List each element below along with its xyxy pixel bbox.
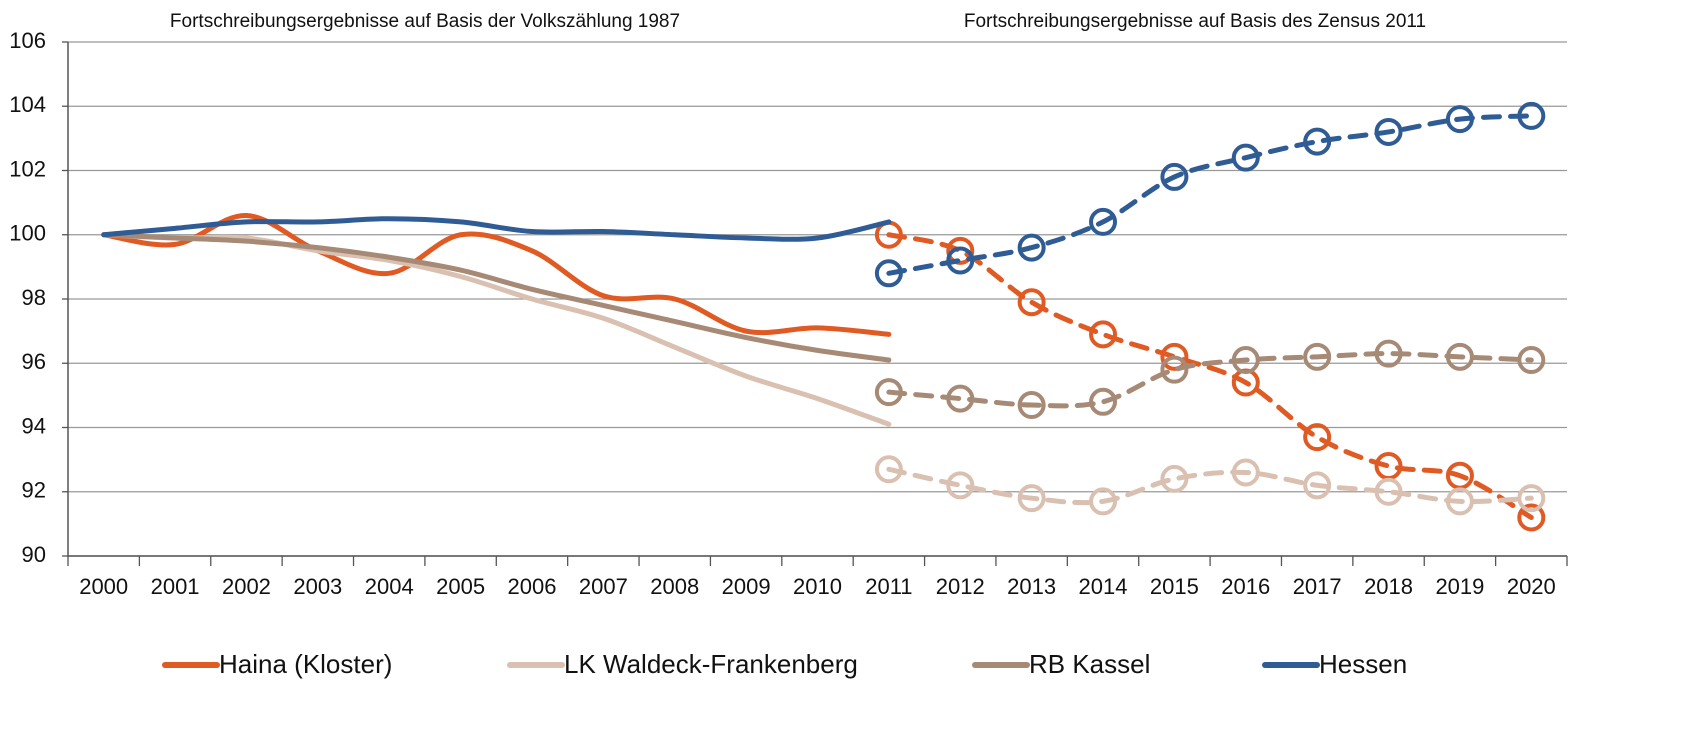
- point: [1303, 423, 1332, 452]
- point: [1089, 487, 1118, 516]
- y-tick-label: 106: [9, 28, 46, 53]
- x-tick-label: 2014: [1079, 574, 1128, 599]
- point: [946, 471, 975, 500]
- line: [101, 212, 892, 337]
- x-tick-label: 2004: [365, 574, 414, 599]
- point: [1160, 464, 1189, 493]
- y-tick-label: 98: [22, 285, 46, 310]
- x-tick-label: 2015: [1150, 574, 1199, 599]
- x-tick-label: 2007: [579, 574, 628, 599]
- x-tick-label: 2012: [936, 574, 985, 599]
- point: [1160, 342, 1189, 371]
- point: [946, 246, 975, 275]
- y-tick-label: 94: [22, 413, 46, 438]
- point: [1445, 342, 1474, 371]
- point: [1231, 346, 1260, 375]
- x-tick-label: 2001: [151, 574, 200, 599]
- point: [1517, 346, 1546, 375]
- point: [1303, 127, 1332, 156]
- point: [1445, 105, 1474, 134]
- point: [874, 259, 903, 288]
- x-tick-label: 2002: [222, 574, 271, 599]
- legend-label: Hessen: [1319, 649, 1407, 679]
- x-tick-label: 2016: [1221, 574, 1270, 599]
- point: [1231, 143, 1260, 172]
- point: [946, 384, 975, 413]
- line: [101, 216, 892, 242]
- legend-label: LK Waldeck-Frankenberg: [564, 649, 858, 679]
- point: [1374, 477, 1403, 506]
- y-tick-label: 96: [22, 349, 46, 374]
- point: [1374, 117, 1403, 146]
- point: [874, 455, 903, 484]
- y-tick-label: 104: [9, 92, 46, 117]
- line: [101, 232, 892, 363]
- x-tick-label: 2017: [1293, 574, 1342, 599]
- point: [1017, 288, 1046, 317]
- dashed-line: [886, 113, 1534, 276]
- x-tick-label: 2003: [293, 574, 342, 599]
- point: [1374, 339, 1403, 368]
- point: [1231, 458, 1260, 487]
- line: [101, 232, 892, 427]
- point: [1017, 233, 1046, 262]
- point: [1445, 487, 1474, 516]
- x-tick-label: 2005: [436, 574, 485, 599]
- x-tick-label: 2010: [793, 574, 842, 599]
- point: [1517, 484, 1546, 513]
- legend-label: RB Kassel: [1029, 649, 1150, 679]
- dashed-line: [886, 466, 1534, 506]
- x-tick-label: 2000: [79, 574, 128, 599]
- point: [1517, 503, 1546, 532]
- point: [1160, 162, 1189, 191]
- legend-label: Haina (Kloster): [219, 649, 392, 679]
- y-tick-label: 90: [22, 542, 46, 567]
- point: [1517, 101, 1546, 130]
- point: [1089, 207, 1118, 236]
- x-tick-label: 2008: [650, 574, 699, 599]
- annotation: Fortschreibungsergebnisse auf Basis des …: [964, 11, 1426, 32]
- x-tick-label: 2019: [1435, 574, 1484, 599]
- point: [1089, 387, 1118, 416]
- point: [1017, 391, 1046, 420]
- x-tick-label: 2011: [865, 574, 912, 599]
- point: [1303, 342, 1332, 371]
- point: [1160, 355, 1189, 384]
- point: [1017, 484, 1046, 513]
- y-tick-label: 102: [9, 156, 46, 181]
- y-tick-label: 100: [9, 221, 46, 246]
- point: [874, 378, 903, 407]
- x-tick-label: 2013: [1007, 574, 1056, 599]
- x-tick-label: 2009: [722, 574, 771, 599]
- annotation: Fortschreibungsergebnisse auf Basis der …: [170, 11, 680, 32]
- x-tick-label: 2006: [507, 574, 556, 599]
- x-tick-label: 2020: [1507, 574, 1556, 599]
- dashed-line: [886, 351, 1534, 409]
- x-tick-label: 2018: [1364, 574, 1413, 599]
- point: [1089, 320, 1118, 349]
- y-tick-label: 92: [22, 478, 46, 503]
- point: [1303, 471, 1332, 500]
- point: [946, 236, 975, 265]
- dashed-line: [886, 232, 1534, 520]
